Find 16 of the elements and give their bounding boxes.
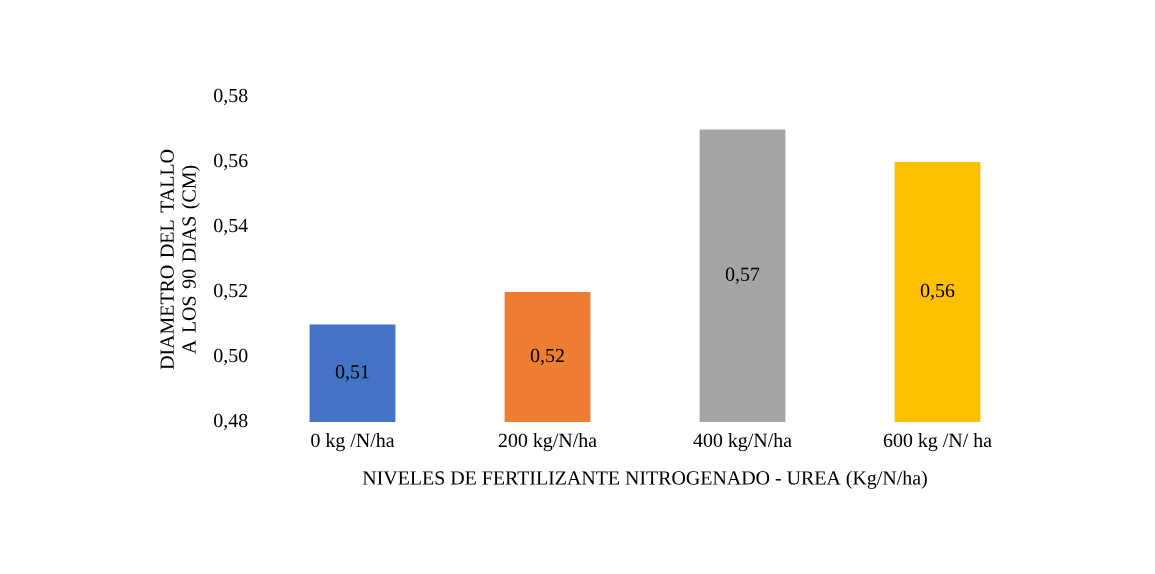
y-tick-label: 0,56 [214,153,248,171]
data-label: 0,51 [335,365,369,382]
x-tick-label: 0 kg /N/ha [311,433,395,452]
y-tick-label: 0,52 [214,283,248,301]
data-label: 0,52 [530,348,564,366]
y-tick-label: 0,48 [214,413,248,431]
x-tick-label: 400 kg/N/ha [693,433,792,452]
x-axis-title: NIVELES DE FERTILIZANTE NITROGENADO - UREA (Kg/N/ha) [362,470,927,489]
y-axis-title: DIAMETRO DEL TALLO A LOS 90 DIAS (CM) [160,149,200,370]
y-tick-label: 0,50 [214,348,248,366]
y-tick-label: 0,58 [214,88,248,106]
data-label: 0,57 [725,267,760,284]
y-tick-label: 0,54 [214,218,248,236]
x-tick-label: 600 kg /N/ ha [883,433,992,452]
x-tick-label: 200 kg/N/ha [498,433,597,452]
data-label: 0,56 [920,283,955,301]
